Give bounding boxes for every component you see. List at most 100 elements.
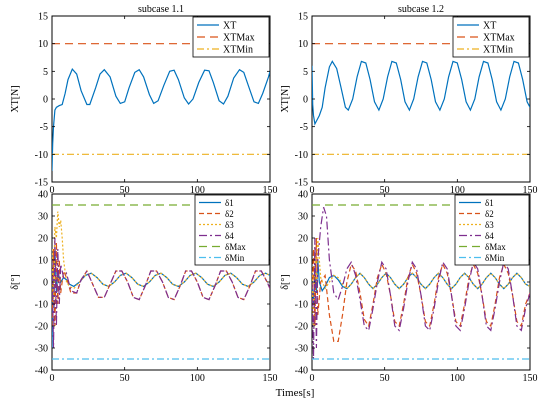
x-tick-label: 100 [190,373,205,384]
legend-entry-label: δ1 [225,198,234,208]
series-4-line [312,207,530,360]
y-tick-label: 15 [38,12,48,23]
subplot-bottom-left: 0 50 100 150 -40 -30 -20 -10 0 10 20 30 40 δ[°] δ1δ2… [10,190,278,385]
legend-box [192,16,270,58]
ticks-layer: 0 50 100 150 -15 -10 -5 0 5 10 15 [295,12,538,197]
series-layer [312,204,530,360]
series-layer [312,43,530,155]
series-2-line [312,237,530,342]
x-tick-label: 150 [523,373,538,384]
y-tick-label: -15 [295,178,308,189]
x-tick-label: 100 [450,373,465,384]
y-tick-label: -30 [295,344,308,355]
y-tick-label: -10 [295,150,308,161]
y-tick-label: 0 [303,278,308,289]
y-tick-label: -5 [300,122,308,133]
subplot-top-left: 0 50 100 150 -15 -10 -5 0 5 10 15 subcase 1.1 XT[N… [10,4,278,196]
legend-entry-label: XT [223,21,236,32]
y-tick-label: 5 [303,67,308,78]
y-axis-label: δ[°] [280,274,291,289]
y-tick-label: 20 [38,234,48,245]
legend-entry-label: δ4 [225,231,234,241]
ticks-layer: 0 50 100 150 -40 -30 -20 -10 0 10 20 30 40 [295,190,538,385]
legend-entry-label: δ2 [485,209,494,219]
legend-box [194,194,270,266]
y-tick-label: 10 [298,39,308,50]
series-3-line [312,237,530,327]
series-1-line [52,67,270,171]
y-axis-label: XT[N] [280,85,291,112]
y-axis-label: XT[N] [10,85,21,112]
legend-entry-label: δ2 [225,209,234,219]
y-tick-label: 10 [298,256,308,267]
series-layer [52,204,270,360]
x-tick-label: 150 [263,373,278,384]
y-tick-label: -20 [35,322,48,333]
legend-entry-label: δ4 [485,231,494,241]
y-tick-label: 0 [43,278,48,289]
x-tick-label: 0 [50,373,55,384]
subplot-title: subcase 1.2 [398,4,444,15]
ticks-layer: 0 50 100 150 -15 -10 -5 0 5 10 15 [35,12,278,197]
y-tick-label: -20 [295,322,308,333]
y-tick-label: -30 [35,344,48,355]
y-tick-label: -10 [35,300,48,311]
y-tick-label: -15 [35,178,48,189]
y-tick-label: -40 [295,366,308,377]
x-tick-label: 50 [120,373,130,384]
y-tick-label: 0 [303,95,308,106]
series-3-line [52,211,270,305]
y-tick-label: 40 [298,190,308,201]
legend-entry-label: δ3 [225,220,234,230]
legend-entry-label: δ3 [485,220,494,230]
legend-entry-label: δMax [225,242,246,252]
y-tick-label: 30 [38,212,48,223]
subplot-bottom-right: 0 50 100 150 -40 -30 -20 -10 0 10 20 30 40 δ[°] δ1δ2… [280,190,538,385]
y-axis-label: δ[°] [10,274,21,289]
series-4-line [52,237,270,349]
y-tick-label: -10 [35,150,48,161]
x-tick-label: 100 [450,185,465,196]
x-tick-label: 0 [310,185,315,196]
y-tick-label: 10 [38,39,48,50]
y-tick-label: 10 [38,256,48,267]
y-tick-label: -40 [35,366,48,377]
y-tick-label: -5 [40,122,48,133]
subplot-top-right: 0 50 100 150 -15 -10 -5 0 5 10 15 subcase 1.2 XT[N… [280,4,538,196]
y-tick-label: 0 [43,95,48,106]
y-tick-label: 30 [298,212,308,223]
legend-box [452,16,530,58]
x-tick-label: 50 [380,373,390,384]
x-tick-label: 150 [263,185,278,196]
x-tick-label: 50 [380,185,390,196]
x-tick-label: 150 [523,185,538,196]
legend-entry-label: XTMin [483,45,513,56]
legend-entry-label: XTMax [223,33,255,44]
y-tick-label: -10 [295,300,308,311]
series-1-line [312,60,530,126]
legend-entry-label: δMin [485,253,505,263]
legend-entry-label: XTMin [223,45,253,56]
x-tick-label: 50 [120,185,130,196]
legend-entry-label: δMin [225,253,245,263]
subplot-title: subcase 1.1 [138,4,184,15]
legend-entry-label: δ1 [485,198,494,208]
x-axis-label: Times[s] [276,387,315,399]
x-tick-label: 0 [310,373,315,384]
series-layer [52,43,270,171]
y-tick-label: 5 [43,67,48,78]
legend-entry-label: XTMax [483,33,515,44]
x-tick-label: 0 [50,185,55,196]
y-tick-label: 15 [298,12,308,23]
legend-entry-label: XT [483,21,496,32]
y-tick-label: 20 [298,234,308,245]
y-tick-label: 40 [38,190,48,201]
legend-entry-label: δMax [485,242,506,252]
legend-box [454,194,530,266]
x-tick-label: 100 [190,185,205,196]
